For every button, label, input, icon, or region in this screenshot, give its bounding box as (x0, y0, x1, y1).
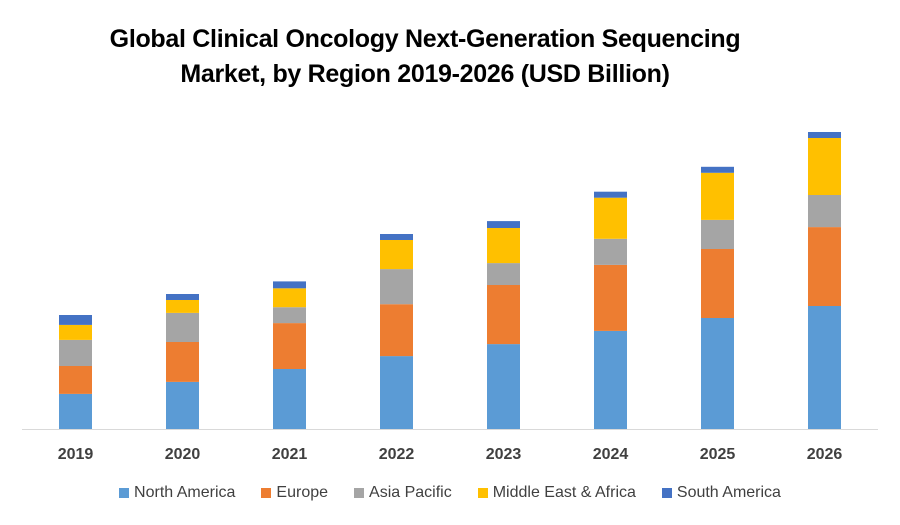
bar-segment-south-america-2021 (273, 281, 306, 289)
legend-label: South America (676, 484, 781, 501)
chart-title: Global Clinical Oncology Next-Generation… (0, 22, 850, 92)
bar-segment-north-america-2019 (59, 393, 92, 429)
bar-stack-2021 (273, 281, 306, 429)
bar-segment-north-america-2020 (166, 381, 199, 429)
bar-segment-europe-2021 (273, 323, 306, 369)
bar-segment-asia-pacific-2019 (59, 339, 92, 366)
bar-segment-europe-2026 (808, 227, 841, 306)
legend-swatch-icon (477, 488, 488, 498)
bar-segment-middle-east-africa-2023 (487, 228, 520, 264)
bar-segment-asia-pacific-2022 (380, 269, 413, 305)
bar-stack-2020 (166, 294, 199, 429)
bar-segment-south-america-2020 (166, 294, 199, 300)
bar-segment-asia-pacific-2020 (166, 312, 199, 342)
legend-item: Asia Pacific (354, 484, 452, 502)
bar-segment-south-america-2019 (59, 315, 92, 325)
bar-segment-north-america-2026 (808, 306, 841, 429)
bar-stack-2026 (808, 132, 841, 429)
legend-item: North America (119, 484, 235, 502)
bar-stack-2025 (701, 166, 734, 429)
bar-segment-north-america-2025 (701, 318, 734, 429)
legend-label: Asia Pacific (369, 484, 452, 501)
x-tick-label: 2023 (486, 446, 522, 463)
legend-item: South America (661, 484, 781, 502)
bar-segment-middle-east-africa-2024 (594, 197, 627, 239)
bars-group (59, 132, 841, 429)
legend-swatch-icon (119, 488, 130, 498)
bar-segment-asia-pacific-2023 (487, 263, 520, 285)
bar-segment-middle-east-africa-2021 (273, 288, 306, 308)
bar-segment-middle-east-africa-2026 (808, 138, 841, 195)
bar-segment-south-america-2022 (380, 234, 413, 240)
legend-swatch-icon (661, 488, 672, 498)
legend-label: North America (134, 484, 236, 501)
legend: North America Europe Asia Pacific Middle Ea… (0, 484, 900, 502)
bar-stack-2022 (380, 234, 413, 429)
bar-segment-europe-2023 (487, 285, 520, 345)
x-tick-label: 2025 (700, 446, 736, 463)
bar-segment-south-america-2023 (487, 221, 520, 228)
bar-segment-south-america-2024 (594, 191, 627, 198)
bar-segment-europe-2022 (380, 304, 413, 357)
x-tick-label: 2019 (58, 446, 94, 463)
bar-segment-south-america-2026 (808, 132, 841, 138)
bar-segment-europe-2024 (594, 264, 627, 331)
bar-segment-north-america-2023 (487, 344, 520, 429)
bar-segment-asia-pacific-2026 (808, 195, 841, 228)
bar-stack-2019 (59, 315, 92, 429)
legend-item: Europe (261, 484, 328, 502)
x-tick-label: 2022 (379, 446, 415, 463)
bar-segment-south-america-2025 (701, 166, 734, 173)
bar-segment-north-america-2022 (380, 356, 413, 429)
x-tick-labels: 2019 2020 2021 2022 2023 2024 2025 2026 (58, 446, 843, 463)
bar-segment-middle-east-africa-2019 (59, 324, 92, 340)
bar-segment-middle-east-africa-2022 (380, 240, 413, 270)
bar-stack-2023 (487, 221, 520, 429)
legend-swatch-icon (261, 488, 272, 498)
bar-segment-europe-2019 (59, 366, 92, 394)
x-tick-label: 2026 (807, 446, 843, 463)
legend-swatch-icon (354, 488, 365, 498)
bar-segment-europe-2020 (166, 342, 199, 382)
x-tick-label: 2024 (593, 446, 629, 463)
legend-item: Middle East & Africa (477, 484, 636, 502)
x-tick-label: 2021 (272, 446, 308, 463)
bar-segment-middle-east-africa-2020 (166, 300, 199, 313)
bar-segment-asia-pacific-2025 (701, 219, 734, 249)
bar-segment-middle-east-africa-2025 (701, 172, 734, 220)
legend-label: Middle East & Africa (492, 484, 636, 501)
bar-segment-asia-pacific-2024 (594, 238, 627, 265)
chart-title-line-1: Global Clinical Oncology Next-Generation… (109, 25, 741, 53)
bar-segment-asia-pacific-2021 (273, 307, 306, 324)
bar-stack-2024 (594, 191, 627, 429)
chart-title-line-2: Market, by Region 2019-2026 (USD Billion… (180, 60, 670, 88)
bar-segment-europe-2025 (701, 249, 734, 318)
legend-label: Europe (276, 484, 329, 501)
x-tick-label: 2020 (165, 446, 201, 463)
bar-segment-north-america-2021 (273, 369, 306, 429)
bar-segment-north-america-2024 (594, 330, 627, 429)
